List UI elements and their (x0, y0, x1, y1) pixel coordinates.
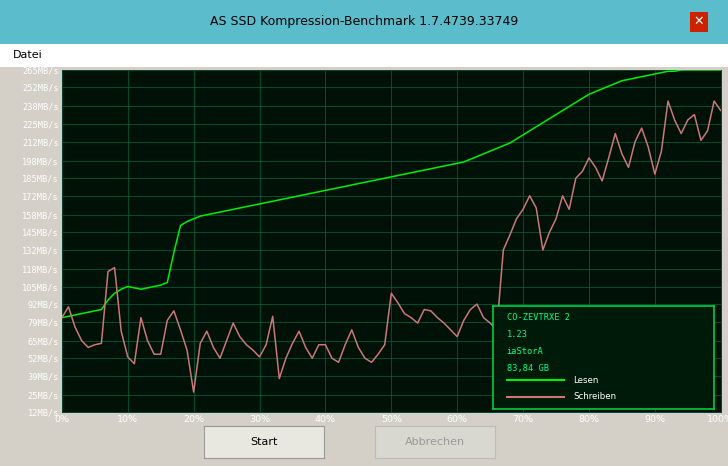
Text: Abbrechen: Abbrechen (405, 437, 465, 447)
Text: 1.23: 1.23 (507, 330, 528, 339)
Text: CO-ZEVTRXE 2: CO-ZEVTRXE 2 (507, 314, 570, 322)
Text: Datei: Datei (13, 50, 43, 61)
Text: iaStorA: iaStorA (507, 347, 543, 356)
Text: Lesen: Lesen (573, 376, 598, 385)
Text: ✕: ✕ (694, 15, 704, 28)
Text: Start: Start (250, 437, 277, 447)
Text: AS SSD Kompression-Benchmark 1.7.4739.33749: AS SSD Kompression-Benchmark 1.7.4739.33… (210, 15, 518, 28)
Text: Schreiben: Schreiben (573, 392, 616, 401)
Text: 83,84 GB: 83,84 GB (507, 364, 549, 373)
